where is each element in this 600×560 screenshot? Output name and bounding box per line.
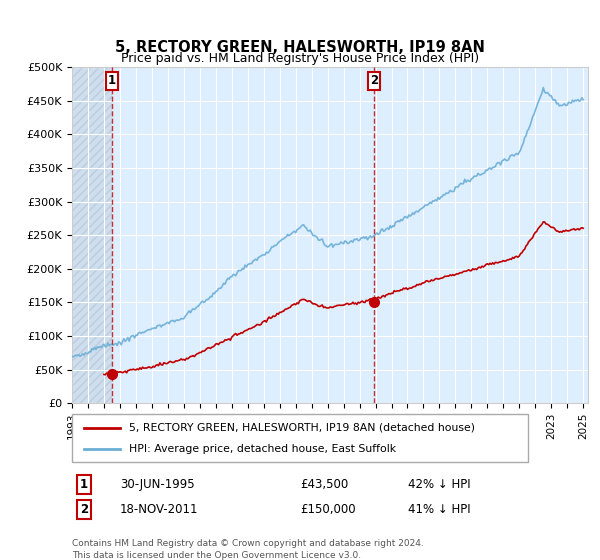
Text: £150,000: £150,000 xyxy=(300,503,356,516)
Text: Price paid vs. HM Land Registry's House Price Index (HPI): Price paid vs. HM Land Registry's House … xyxy=(121,52,479,65)
Text: 5, RECTORY GREEN, HALESWORTH, IP19 8AN: 5, RECTORY GREEN, HALESWORTH, IP19 8AN xyxy=(115,40,485,55)
Text: 18-NOV-2011: 18-NOV-2011 xyxy=(120,503,199,516)
Text: 2: 2 xyxy=(370,74,378,87)
Text: 42% ↓ HPI: 42% ↓ HPI xyxy=(408,478,470,491)
Text: 1: 1 xyxy=(80,478,88,491)
Text: 5, RECTORY GREEN, HALESWORTH, IP19 8AN (detached house): 5, RECTORY GREEN, HALESWORTH, IP19 8AN (… xyxy=(129,423,475,433)
Text: 41% ↓ HPI: 41% ↓ HPI xyxy=(408,503,470,516)
Text: 1: 1 xyxy=(108,74,116,87)
Text: 30-JUN-1995: 30-JUN-1995 xyxy=(120,478,194,491)
Text: Contains HM Land Registry data © Crown copyright and database right 2024.
This d: Contains HM Land Registry data © Crown c… xyxy=(72,539,424,559)
Bar xyxy=(72,67,112,403)
Text: £43,500: £43,500 xyxy=(300,478,348,491)
Text: HPI: Average price, detached house, East Suffolk: HPI: Average price, detached house, East… xyxy=(129,444,396,454)
Bar xyxy=(72,67,112,403)
Text: 2: 2 xyxy=(80,503,88,516)
